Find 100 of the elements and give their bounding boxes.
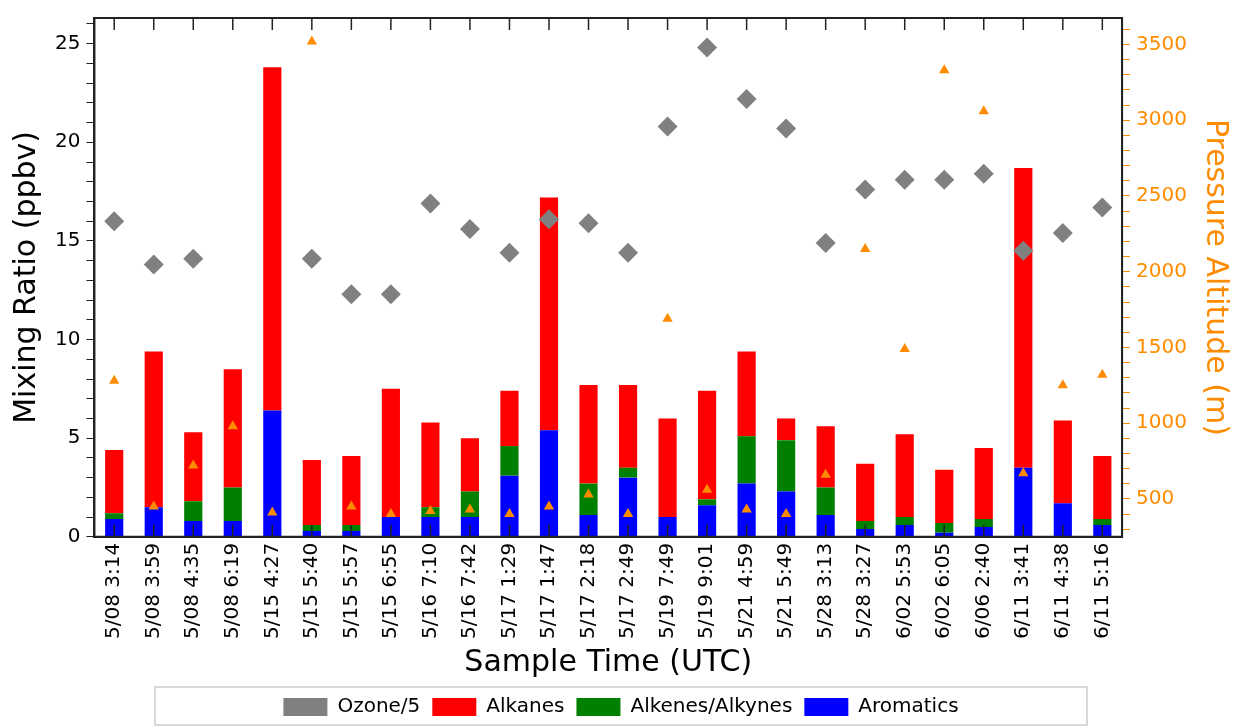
bar — [184, 432, 203, 502]
x-tick-label: 5/28 3:13 — [811, 542, 836, 640]
bar — [895, 517, 914, 525]
point — [899, 342, 910, 352]
point — [701, 483, 713, 493]
y-axis-title: Mixing Ratio (ppbv) — [6, 131, 42, 424]
bar — [777, 440, 796, 492]
point — [109, 374, 120, 384]
bar — [1014, 167, 1033, 468]
bar — [816, 426, 835, 488]
point — [143, 254, 164, 275]
bar — [144, 507, 163, 537]
y2-tick-label: 3000 — [1136, 106, 1188, 131]
y2-tick-label: 1000 — [1136, 409, 1188, 434]
bar — [460, 438, 480, 492]
x-tick-label: 6/11 4:38 — [1049, 542, 1074, 640]
point — [776, 118, 797, 139]
bar — [223, 369, 242, 488]
point — [104, 211, 125, 232]
x-tick-label: 5/17 2:49 — [614, 542, 639, 640]
x-tick-label: 5/15 6:55 — [377, 542, 402, 640]
point — [939, 64, 950, 74]
point — [148, 500, 159, 510]
point — [815, 232, 836, 253]
bar — [342, 524, 361, 531]
legend-label: Alkenes/Alkynes — [630, 693, 793, 718]
bar — [500, 390, 519, 447]
bar — [263, 67, 282, 411]
bar — [144, 351, 163, 508]
point — [346, 500, 357, 510]
x-tick-label: 5/15 5:40 — [298, 542, 323, 640]
point — [301, 248, 322, 269]
bar — [974, 519, 993, 527]
point — [425, 505, 436, 515]
bar — [1093, 524, 1112, 537]
x-tick-label: 5/08 6:19 — [218, 542, 243, 640]
point — [820, 468, 831, 478]
point — [1057, 379, 1069, 389]
y-tick-label: 25 — [55, 29, 81, 54]
point — [697, 37, 718, 58]
bar — [184, 501, 203, 522]
bar — [105, 450, 124, 514]
legend-label: Alkanes — [486, 693, 565, 718]
x-tick-label: 5/16 7:42 — [456, 542, 481, 640]
y2-tick-label: 3500 — [1136, 30, 1188, 55]
bar — [105, 519, 124, 537]
bar — [184, 521, 203, 537]
point — [1018, 467, 1029, 477]
point — [578, 213, 599, 234]
point — [894, 169, 915, 190]
bar — [618, 384, 638, 468]
x-tick-label: 6/11 5:16 — [1088, 542, 1113, 640]
bar — [223, 487, 242, 522]
bar — [302, 459, 321, 525]
bar — [539, 197, 559, 431]
bar — [342, 455, 361, 525]
bar — [658, 517, 677, 537]
point — [622, 508, 634, 518]
legend-label: Aromatics — [858, 693, 959, 718]
bar — [460, 517, 480, 537]
bar — [500, 446, 519, 476]
point — [504, 508, 515, 518]
point — [1052, 223, 1073, 244]
point — [657, 116, 678, 137]
point — [973, 163, 994, 184]
bar — [737, 483, 756, 537]
point — [618, 242, 639, 263]
bar — [658, 418, 677, 518]
x-tick-label: 6/02 5:53 — [890, 542, 915, 640]
x-tick-label: 5/08 4:35 — [179, 542, 204, 640]
x-tick-label: 5/19 9:01 — [693, 542, 718, 640]
bar — [579, 384, 598, 484]
point — [1092, 197, 1113, 218]
point — [1097, 368, 1108, 378]
point — [267, 506, 278, 516]
bar — [263, 410, 282, 537]
bar — [816, 515, 835, 537]
point — [188, 459, 199, 469]
bar — [105, 513, 124, 520]
point — [934, 169, 955, 190]
bar — [618, 467, 638, 478]
bar — [974, 448, 993, 520]
point — [1013, 240, 1034, 261]
bar — [777, 418, 796, 441]
point — [662, 312, 673, 322]
point — [341, 284, 362, 305]
bar — [381, 388, 400, 518]
point — [499, 242, 520, 263]
point — [736, 88, 757, 109]
x-tick-label: 5/28 3:27 — [851, 542, 876, 640]
bar — [737, 351, 756, 437]
point — [859, 243, 871, 253]
legend-label: Ozone/5 — [337, 693, 421, 718]
bar — [698, 390, 717, 500]
bar — [698, 505, 717, 537]
bar — [1014, 467, 1033, 537]
bar — [856, 463, 875, 522]
bar — [421, 422, 440, 508]
bar — [895, 524, 914, 537]
point — [538, 209, 559, 230]
